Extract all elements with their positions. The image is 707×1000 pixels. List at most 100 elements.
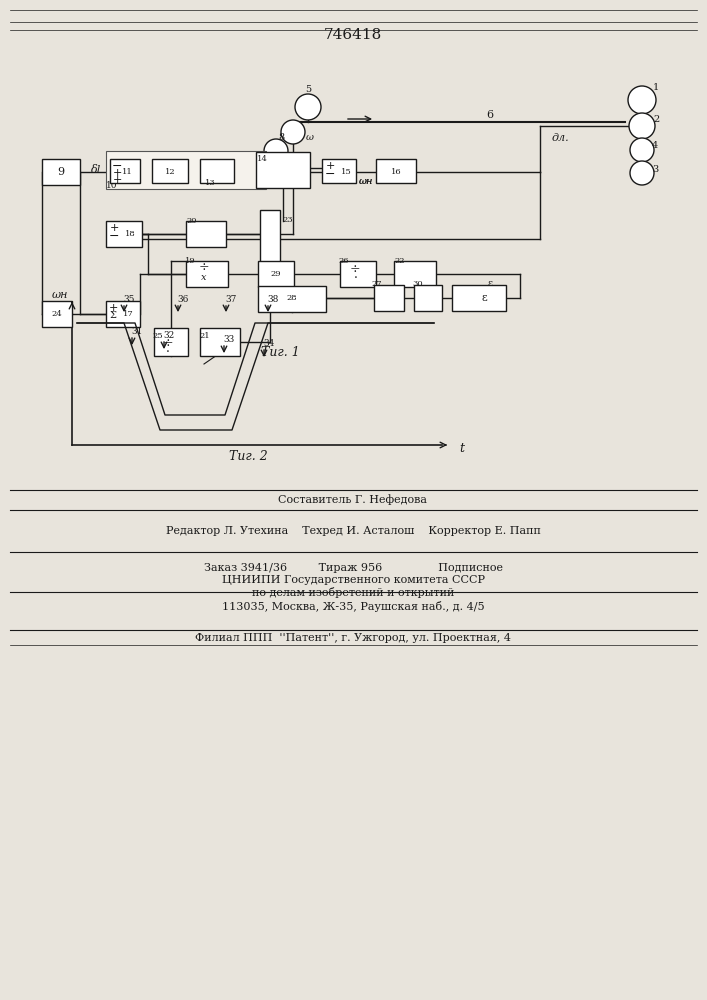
Text: 2: 2 (653, 115, 659, 124)
Text: по делам изобретений и открытий: по делам изобретений и открытий (252, 586, 454, 597)
Text: ωн: ωн (359, 178, 373, 186)
Text: 19: 19 (185, 257, 195, 265)
FancyBboxPatch shape (154, 328, 188, 356)
Text: 28: 28 (286, 294, 298, 302)
Text: 34: 34 (263, 338, 275, 348)
Text: 13: 13 (204, 179, 216, 187)
Text: Редактор Л. Утехина    Техред И. Асталош    Корректор Е. Папп: Редактор Л. Утехина Техред И. Асталош Ко… (165, 526, 540, 536)
Text: ЦНИИПИ Государственного комитета СССР: ЦНИИПИ Государственного комитета СССР (221, 575, 484, 585)
Text: ε: ε (481, 293, 487, 303)
Text: Δω: Δω (261, 216, 276, 225)
Text: +: + (110, 223, 119, 233)
Text: −: − (112, 159, 122, 172)
FancyBboxPatch shape (42, 159, 80, 185)
FancyBboxPatch shape (200, 328, 240, 356)
Text: 3: 3 (652, 164, 658, 174)
Text: 746418: 746418 (324, 28, 382, 42)
Text: Τиг. 2: Τиг. 2 (228, 450, 267, 464)
Text: +: + (108, 303, 117, 313)
Circle shape (629, 113, 655, 139)
FancyBboxPatch shape (106, 151, 266, 189)
FancyBboxPatch shape (256, 152, 310, 188)
Text: +: + (112, 168, 122, 178)
Text: ÷: ÷ (199, 261, 209, 274)
Text: 11: 11 (122, 168, 132, 176)
Text: 8: 8 (278, 133, 284, 142)
Text: 20: 20 (187, 217, 197, 225)
FancyBboxPatch shape (322, 159, 356, 183)
Text: 5: 5 (305, 86, 311, 95)
Text: ε: ε (487, 279, 493, 288)
Text: 25: 25 (153, 332, 163, 340)
Text: 16: 16 (391, 168, 402, 176)
Text: ÷: ÷ (350, 262, 361, 275)
Circle shape (630, 161, 654, 185)
Text: 26: 26 (339, 257, 349, 265)
FancyBboxPatch shape (186, 261, 228, 287)
Text: ω: ω (306, 133, 314, 142)
Text: −: − (109, 230, 119, 242)
Text: 27: 27 (372, 280, 382, 288)
FancyBboxPatch shape (106, 301, 140, 327)
Text: ωн: ωн (52, 290, 69, 300)
Text: +: + (112, 175, 122, 185)
Text: 9: 9 (57, 167, 64, 177)
Text: ÷: ÷ (163, 338, 173, 351)
FancyBboxPatch shape (106, 221, 142, 247)
FancyBboxPatch shape (394, 261, 436, 287)
Text: 6: 6 (486, 110, 493, 120)
Text: 31: 31 (132, 326, 143, 336)
Text: Τиг. 1: Τиг. 1 (261, 346, 299, 359)
Text: ·: · (166, 346, 170, 359)
FancyBboxPatch shape (200, 159, 234, 183)
Text: 18: 18 (124, 230, 135, 238)
Text: 23: 23 (283, 216, 293, 224)
Text: ·: · (354, 272, 358, 286)
Text: 17: 17 (122, 310, 134, 318)
Text: 30: 30 (413, 280, 423, 288)
Circle shape (628, 86, 656, 114)
Text: 12: 12 (165, 168, 175, 176)
Text: 36: 36 (177, 294, 189, 304)
Text: 38: 38 (267, 294, 279, 304)
Text: 29: 29 (271, 270, 281, 278)
Circle shape (281, 120, 305, 144)
FancyBboxPatch shape (414, 285, 442, 311)
Text: 37: 37 (226, 294, 237, 304)
FancyBboxPatch shape (42, 301, 72, 327)
FancyBboxPatch shape (260, 210, 280, 262)
FancyBboxPatch shape (452, 285, 506, 311)
Text: 15: 15 (341, 168, 351, 176)
FancyBboxPatch shape (376, 159, 416, 183)
Text: Филиал ППП  ''Патент'', г. Ужгород, ул. Проектная, 4: Филиал ППП ''Патент'', г. Ужгород, ул. П… (195, 633, 511, 643)
FancyBboxPatch shape (258, 261, 294, 287)
Text: 32: 32 (163, 330, 175, 340)
Text: 24: 24 (52, 310, 62, 318)
Text: 22: 22 (395, 257, 405, 265)
FancyBboxPatch shape (258, 286, 326, 312)
FancyBboxPatch shape (374, 285, 404, 311)
Text: Заказ 3941/36         Тираж 956                Подписное: Заказ 3941/36 Тираж 956 Подписное (204, 563, 503, 573)
FancyBboxPatch shape (340, 261, 376, 287)
Text: 10: 10 (106, 180, 118, 190)
Text: 14: 14 (257, 155, 267, 163)
Text: 1: 1 (653, 84, 659, 93)
Text: 113035, Москва, Ж-35, Раушская наб., д. 4/5: 113035, Москва, Ж-35, Раушская наб., д. … (222, 600, 484, 611)
Text: t: t (460, 442, 464, 456)
FancyBboxPatch shape (110, 159, 140, 183)
FancyBboxPatch shape (186, 221, 226, 247)
Circle shape (264, 139, 288, 163)
Text: дл.: дл. (551, 133, 569, 143)
Text: Составитель Г. Нефедова: Составитель Г. Нефедова (279, 495, 428, 505)
Text: −: − (325, 167, 335, 180)
FancyBboxPatch shape (152, 159, 188, 183)
Text: 7: 7 (260, 151, 266, 160)
Text: 4: 4 (652, 141, 658, 150)
Text: Σ: Σ (110, 312, 117, 320)
Text: 35: 35 (123, 294, 135, 304)
Text: +: + (325, 161, 334, 171)
Text: ωн: ωн (359, 178, 373, 186)
Text: x: x (201, 273, 206, 282)
Text: 21: 21 (199, 332, 210, 340)
Text: 33: 33 (223, 334, 235, 344)
